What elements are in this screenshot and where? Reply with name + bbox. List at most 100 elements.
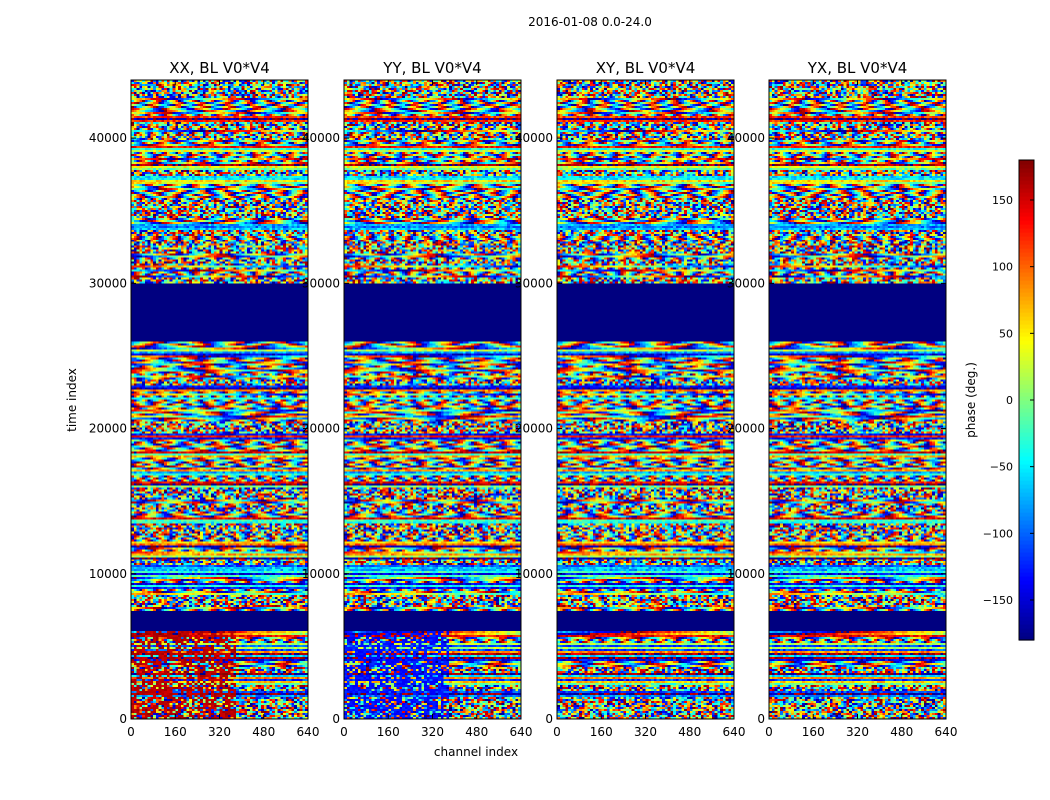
colorbar-segment	[1019, 624, 1034, 629]
colorbar-segment	[1019, 592, 1034, 597]
colorbar-segment	[1019, 428, 1034, 433]
x-tick-label: 640	[723, 725, 746, 739]
colorbar-segment	[1019, 336, 1034, 341]
y-tick-label: 30000	[727, 276, 765, 290]
colorbar-segment	[1019, 448, 1034, 453]
colorbar-segment	[1019, 264, 1034, 269]
panel-title: XX, BL V0*V4	[169, 59, 270, 77]
colorbar-segment	[1019, 580, 1034, 585]
colorbar-segment	[1019, 200, 1034, 205]
x-tick-label: 320	[421, 725, 444, 739]
colorbar-segment	[1019, 376, 1034, 381]
colorbar-segment	[1019, 308, 1034, 313]
colorbar-segment	[1019, 480, 1034, 485]
figure-suptitle: 2016-01-08 0.0-24.0	[528, 15, 652, 29]
colorbar-segment	[1019, 316, 1034, 321]
colorbar-segment	[1019, 220, 1034, 225]
colorbar-segment	[1019, 496, 1034, 501]
colorbar-segment	[1019, 284, 1034, 289]
colorbar-segment	[1019, 576, 1034, 581]
x-tick-label: 480	[890, 725, 913, 739]
colorbar-segment	[1019, 348, 1034, 353]
colorbar-segment	[1019, 204, 1034, 209]
colorbar-segment	[1019, 252, 1034, 257]
colorbar-segment	[1019, 396, 1034, 401]
x-tick-label: 160	[590, 725, 613, 739]
colorbar-segment	[1019, 492, 1034, 497]
y-axis-label: time index	[65, 368, 79, 432]
colorbar-segment	[1019, 280, 1034, 285]
x-tick-label: 640	[510, 725, 533, 739]
x-tick-label: 160	[802, 725, 825, 739]
colorbar-segment	[1019, 208, 1034, 213]
colorbar-segment	[1019, 388, 1034, 393]
colorbar-segment	[1019, 440, 1034, 445]
panel-yy: YY, BL V0*V4 0 160 320 480 640 0 10000 20000 3000…	[302, 59, 533, 739]
colorbar-segment	[1019, 312, 1034, 317]
colorbar-segment	[1019, 188, 1034, 193]
y-tick-label: 20000	[89, 422, 127, 436]
panel-xx: XX, BL V0*V4 0 160 320 480 640 0 10000 20000 3000…	[89, 59, 320, 739]
y-tick-label: 30000	[89, 276, 127, 290]
colorbar-segment	[1019, 420, 1034, 425]
colorbar-segment	[1019, 216, 1034, 221]
colorbar-segment	[1019, 456, 1034, 461]
colorbar-segment	[1019, 224, 1034, 229]
colorbar-segment	[1019, 320, 1034, 325]
colorbar-segment	[1019, 600, 1034, 605]
colorbar-tick-label: 100	[992, 261, 1013, 274]
colorbar-segment	[1019, 556, 1034, 561]
colorbar-segment	[1019, 460, 1034, 465]
colorbar-segment	[1019, 412, 1034, 417]
colorbar-segment	[1019, 392, 1034, 397]
x-tick-label: 160	[164, 725, 187, 739]
x-tick-label: 480	[678, 725, 701, 739]
colorbar-segment	[1019, 484, 1034, 489]
colorbar-segment	[1019, 184, 1034, 189]
y-tick-label: 40000	[727, 131, 765, 145]
x-tick-label: 640	[935, 725, 958, 739]
colorbar-segment	[1019, 548, 1034, 553]
colorbar-segment	[1019, 260, 1034, 265]
colorbar-segment	[1019, 532, 1034, 537]
colorbar-segment	[1019, 384, 1034, 389]
y-tick-label: 0	[119, 712, 127, 726]
colorbar-tick-label: 0	[1006, 394, 1013, 407]
colorbar-segment	[1019, 516, 1034, 521]
y-tick-label: 20000	[302, 422, 340, 436]
x-tick-label: 320	[634, 725, 657, 739]
colorbar-segment	[1019, 572, 1034, 577]
y-tick-label: 30000	[302, 276, 340, 290]
x-tick-label: 320	[846, 725, 869, 739]
panel-yx: YX, BL V0*V4 0 160 320 480 640 0 10000 20000 3000…	[727, 59, 958, 739]
y-tick-label: 0	[757, 712, 765, 726]
colorbar-tick-label: 50	[999, 327, 1013, 340]
colorbar-segment	[1019, 584, 1034, 589]
panel-title: YY, BL V0*V4	[382, 59, 481, 77]
colorbar-segment	[1019, 352, 1034, 357]
colorbar-segment	[1019, 444, 1034, 449]
y-tick-label: 10000	[89, 567, 127, 581]
colorbar-segment	[1019, 604, 1034, 609]
colorbar-segment	[1019, 424, 1034, 429]
colorbar-segment	[1019, 172, 1034, 177]
colorbar-segment	[1019, 608, 1034, 613]
colorbar-segment	[1019, 500, 1034, 505]
colorbar-segment	[1019, 552, 1034, 557]
colorbar-tick-label: −50	[990, 461, 1013, 474]
colorbar-segment	[1019, 168, 1034, 173]
colorbar-segment	[1019, 328, 1034, 333]
colorbar-segment	[1019, 232, 1034, 237]
colorbar-segment	[1019, 464, 1034, 469]
colorbar-segment	[1019, 240, 1034, 245]
colorbar-segment	[1019, 616, 1034, 621]
colorbar-segment	[1019, 288, 1034, 293]
y-tick-label: 10000	[302, 567, 340, 581]
colorbar-segment	[1019, 628, 1034, 633]
colorbar-segment	[1019, 272, 1034, 277]
heatmap-yy	[344, 80, 521, 719]
colorbar-segment	[1019, 636, 1034, 641]
colorbar-segment	[1019, 612, 1034, 617]
colorbar-segment	[1019, 432, 1034, 437]
colorbar-segment	[1019, 304, 1034, 309]
